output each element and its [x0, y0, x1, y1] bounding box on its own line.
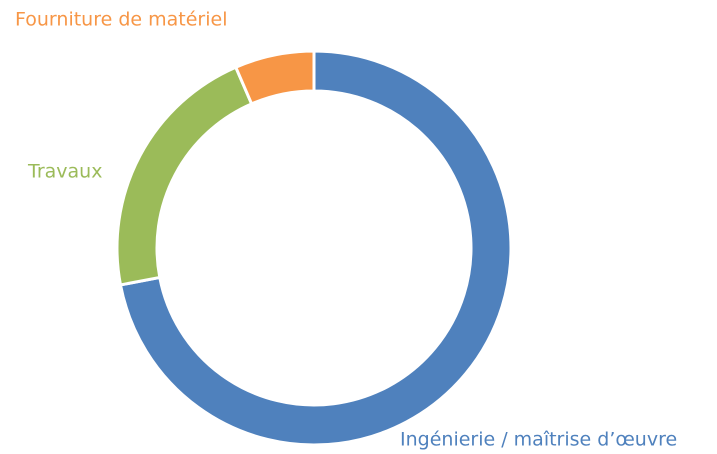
segment-label: Fourniture de matériel — [15, 9, 227, 31]
segment-label: Travaux — [27, 161, 102, 183]
donut-segment — [115, 65, 254, 287]
segment-label: Ingénierie / maîtrise d’œuvre — [400, 429, 677, 451]
donut-segment — [233, 49, 316, 106]
donut-segment — [118, 49, 513, 447]
